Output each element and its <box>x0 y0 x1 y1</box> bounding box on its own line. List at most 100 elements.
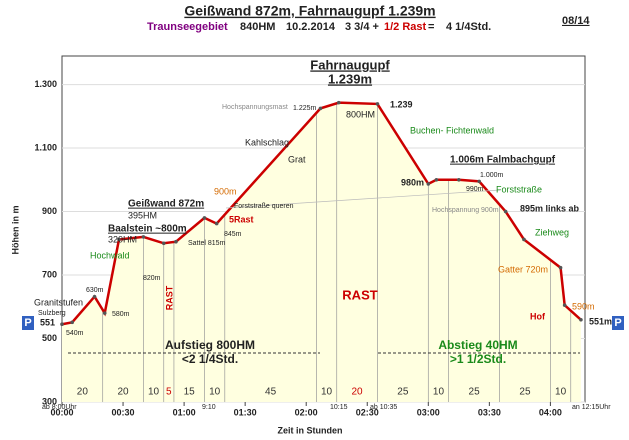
annotation: Granitstufen <box>34 297 83 307</box>
segment-duration: 20 <box>352 387 364 398</box>
annotation: 1.000m <box>480 172 504 179</box>
x-tick-label: 02:30 <box>356 407 379 417</box>
annotation: ab 10:35 <box>370 404 397 411</box>
segment-duration: 10 <box>321 387 333 398</box>
y-tick-label: 1.300 <box>34 79 57 89</box>
annotation: Kahlschlag <box>245 137 289 147</box>
subtitle-rest: 1/2 Rast <box>384 21 427 33</box>
annotation: 800HM <box>346 109 375 119</box>
segment-duration: 25 <box>469 387 481 398</box>
annotation: Sulzberg <box>38 310 66 317</box>
annotation: 845m <box>224 231 242 238</box>
subtitle-ascent: 840HM <box>240 21 275 33</box>
annotation: 895m links ab <box>520 203 580 213</box>
y-tick-label: 300 <box>42 396 57 406</box>
segment-duration: 10 <box>555 387 567 398</box>
waypoint <box>522 237 526 242</box>
waypoint <box>457 177 461 182</box>
parking-left <box>22 316 34 330</box>
annotation: 395HM <box>128 210 157 220</box>
segment-duration: 45 <box>265 387 277 398</box>
annotation: 580m <box>112 311 130 318</box>
annotation: 1.239m <box>328 71 372 86</box>
annotation: 551 <box>40 317 55 327</box>
annotation: 820m <box>143 275 161 282</box>
annotation: 1.239 <box>390 99 413 109</box>
segment-duration: 5 <box>166 387 172 398</box>
x-tick-label: 02:00 <box>295 407 318 417</box>
annotation: 1.225m <box>293 105 317 112</box>
segment-duration: 15 <box>184 387 196 398</box>
waypoint <box>117 237 121 242</box>
annotation: P <box>614 317 621 329</box>
waypoint <box>558 265 563 270</box>
waypoint <box>70 320 74 325</box>
x-tick-label: 00:30 <box>112 407 135 417</box>
waypoint <box>92 294 97 299</box>
annotation: Sattel 815m <box>188 240 226 247</box>
annotation: Hochspannungsmast <box>222 104 288 111</box>
waypoint <box>426 182 431 186</box>
annotation: RAST <box>342 287 377 302</box>
annotation: <2 1/4Std. <box>182 352 238 366</box>
waypoint <box>477 179 481 184</box>
segment-duration: 10 <box>433 387 445 398</box>
annotation: 630m <box>86 287 104 294</box>
annotation: >1 1/2Std. <box>450 352 506 366</box>
waypoint <box>202 216 207 220</box>
waypoint <box>174 239 178 244</box>
annotation: RAST <box>164 285 174 310</box>
x-tick-label: 01:00 <box>173 407 196 417</box>
annotation: 590m <box>572 301 595 311</box>
segment-duration: 25 <box>397 387 409 398</box>
annotation: Baalstein ~800m <box>108 224 187 235</box>
annotation: Geißwand 872m <box>128 199 204 210</box>
y-tick-label: 700 <box>42 269 57 279</box>
annotation: 5Rast <box>229 214 254 224</box>
annotation: 551m <box>589 316 612 326</box>
subtitle-time: 3 3/4 + <box>345 21 379 33</box>
subtitle-total: 4 1/4Std. <box>446 21 491 33</box>
waypoint <box>336 100 341 105</box>
segment-duration: 10 <box>209 387 221 398</box>
annotation: 540m <box>66 330 84 337</box>
waypoint <box>503 209 508 214</box>
waypoint <box>579 317 583 322</box>
elevation-line <box>61 101 582 326</box>
waypoint <box>161 241 166 246</box>
parking-right <box>612 316 624 330</box>
segment-duration: 10 <box>148 387 160 398</box>
annotation: 990m <box>466 186 484 193</box>
waypoint <box>318 106 323 111</box>
waypoint <box>102 311 107 315</box>
annotation: Hochwald <box>90 250 130 260</box>
annotation: 980m <box>401 177 424 187</box>
annotation: Abstieg 40HM <box>438 338 517 352</box>
annotation: Fahrnaugupf <box>310 57 390 72</box>
waypoint <box>60 322 64 327</box>
y-axis-title: Höhen in m <box>10 206 20 255</box>
annotation: Forststraße <box>496 184 542 194</box>
page-number: 08/14 <box>562 15 590 27</box>
x-tick-label: 01:30 <box>234 407 257 417</box>
annotation: 900m <box>214 186 237 196</box>
annotation: 320HM <box>108 234 137 244</box>
x-axis-title: Zeit in Stunden <box>278 425 343 435</box>
annotation: P <box>24 317 31 329</box>
waypoint <box>214 221 219 226</box>
chart-title: Geißwand 872m, Fahrnaugupf 1.239m <box>184 3 435 19</box>
y-tick-label: 1.100 <box>34 142 57 152</box>
powerline <box>225 189 501 209</box>
subtitle-region: Traunseegebiet <box>147 21 228 33</box>
annotation: ab 8:00Uhr <box>42 404 77 411</box>
annotation: Gatter 720m <box>498 264 548 274</box>
annotation: 1.006m Falmbachgupf <box>450 155 556 166</box>
x-tick-label: 03:30 <box>478 407 501 417</box>
annotation: 10:15 <box>330 404 348 411</box>
subtitle-date: 10.2.2014 <box>286 21 336 33</box>
segment-duration: 20 <box>77 387 89 398</box>
segment-duration: 20 <box>117 387 129 398</box>
x-tick-label: 00:00 <box>50 407 73 417</box>
x-tick-label: 03:00 <box>417 407 440 417</box>
